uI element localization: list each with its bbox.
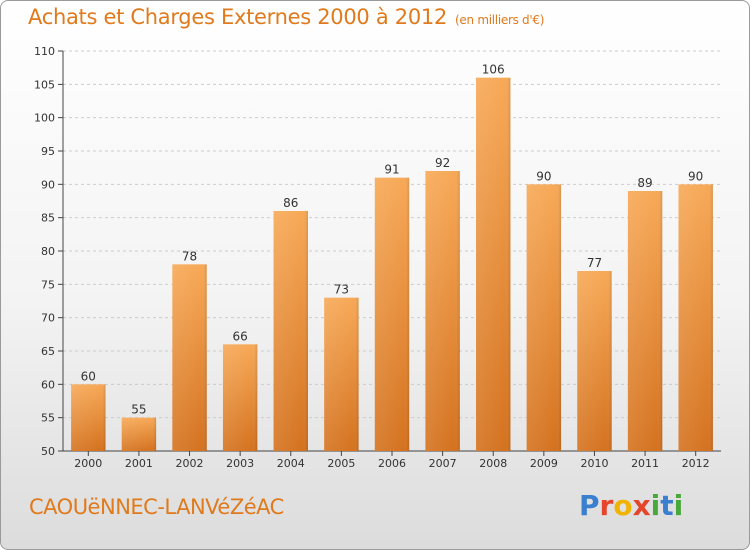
logo-letter: i (673, 489, 684, 522)
data-label: 73 (334, 283, 349, 297)
x-tick-label: 2000 (74, 457, 102, 470)
x-tick-label: 2002 (176, 457, 204, 470)
data-label: 90 (536, 169, 551, 183)
y-tick-label: 50 (41, 445, 55, 458)
logo-letter: o (613, 489, 633, 522)
y-tick-label: 60 (41, 378, 55, 391)
data-label: 106 (482, 63, 505, 77)
place-name: CAOUëNNEC-LANVéZéAC (29, 495, 284, 519)
chart-subtitle: (en milliers d'€) (455, 13, 545, 27)
bar-shade-2000 (71, 384, 106, 451)
x-tick-label: 2006 (378, 457, 406, 470)
data-label: 55 (131, 403, 146, 417)
x-tick-label: 2005 (327, 457, 355, 470)
data-label: 91 (384, 163, 399, 177)
x-tick-label: 2004 (277, 457, 305, 470)
bar-shade-2002 (172, 264, 207, 451)
data-label: 89 (637, 176, 652, 190)
bar-shade-2006 (374, 177, 410, 451)
x-tick-label: 2011 (631, 457, 659, 470)
data-label: 90 (688, 169, 703, 183)
y-tick-label: 65 (41, 345, 55, 358)
data-label: 86 (283, 196, 298, 210)
x-tick-label: 2009 (530, 457, 558, 470)
bar-shade-2010 (577, 271, 612, 451)
bar-shade-2012 (678, 184, 713, 452)
y-tick-label: 80 (41, 245, 55, 258)
y-tick-label: 100 (34, 112, 55, 125)
y-tick-label: 95 (41, 145, 55, 158)
data-label: 92 (435, 156, 450, 170)
logo-letter: x (632, 489, 651, 522)
x-tick-label: 2008 (479, 457, 507, 470)
bar-shade-2005 (324, 297, 359, 451)
y-tick-label: 105 (34, 78, 55, 91)
x-tick-label: 2001 (125, 457, 153, 470)
bar-chart: 50 55 60 65 70 75 80 85 90 95 100 105 110 2000 2001 200… (34, 45, 721, 470)
y-tick-label: 90 (41, 178, 55, 191)
x-tick-label: 2010 (580, 457, 608, 470)
y-tick-label: 110 (34, 45, 55, 58)
y-tick-label: 55 (41, 412, 55, 425)
data-label: 66 (233, 329, 248, 343)
y-tick-label: 85 (41, 212, 55, 225)
bar-shade-2001 (121, 417, 157, 451)
chart-title: Achats et Charges Externes 2000 à 2012 (e… (28, 5, 544, 29)
bar-shade-2009 (526, 184, 562, 452)
proxiti-logo: Proxiti (579, 489, 683, 522)
bar-shade-2007 (425, 171, 460, 451)
data-label: 78 (182, 249, 197, 263)
y-tick-label: 70 (41, 312, 55, 325)
data-labels: 60 55 78 66 86 73 91 92 106 90 77 89 90 (81, 63, 704, 417)
logo-letter: t (660, 489, 674, 522)
x-tick-label: 2012 (682, 457, 710, 470)
logo-letter: P (579, 489, 600, 522)
data-label: 77 (587, 256, 602, 270)
bars (71, 77, 713, 452)
x-tick-label: 2007 (429, 457, 457, 470)
x-tick-label: 2003 (226, 457, 254, 470)
bar-shade-2008 (476, 77, 511, 452)
bar-shade-2003 (222, 344, 258, 451)
y-tick-label: 75 (41, 278, 55, 291)
logo-letter: i (650, 489, 661, 522)
chart-title-text: Achats et Charges Externes 2000 à 2012 (28, 5, 448, 29)
logo-letter: r (599, 489, 614, 522)
data-label: 60 (81, 369, 96, 383)
bar-shade-2004 (273, 211, 308, 451)
bar-shade-2011 (627, 191, 663, 451)
